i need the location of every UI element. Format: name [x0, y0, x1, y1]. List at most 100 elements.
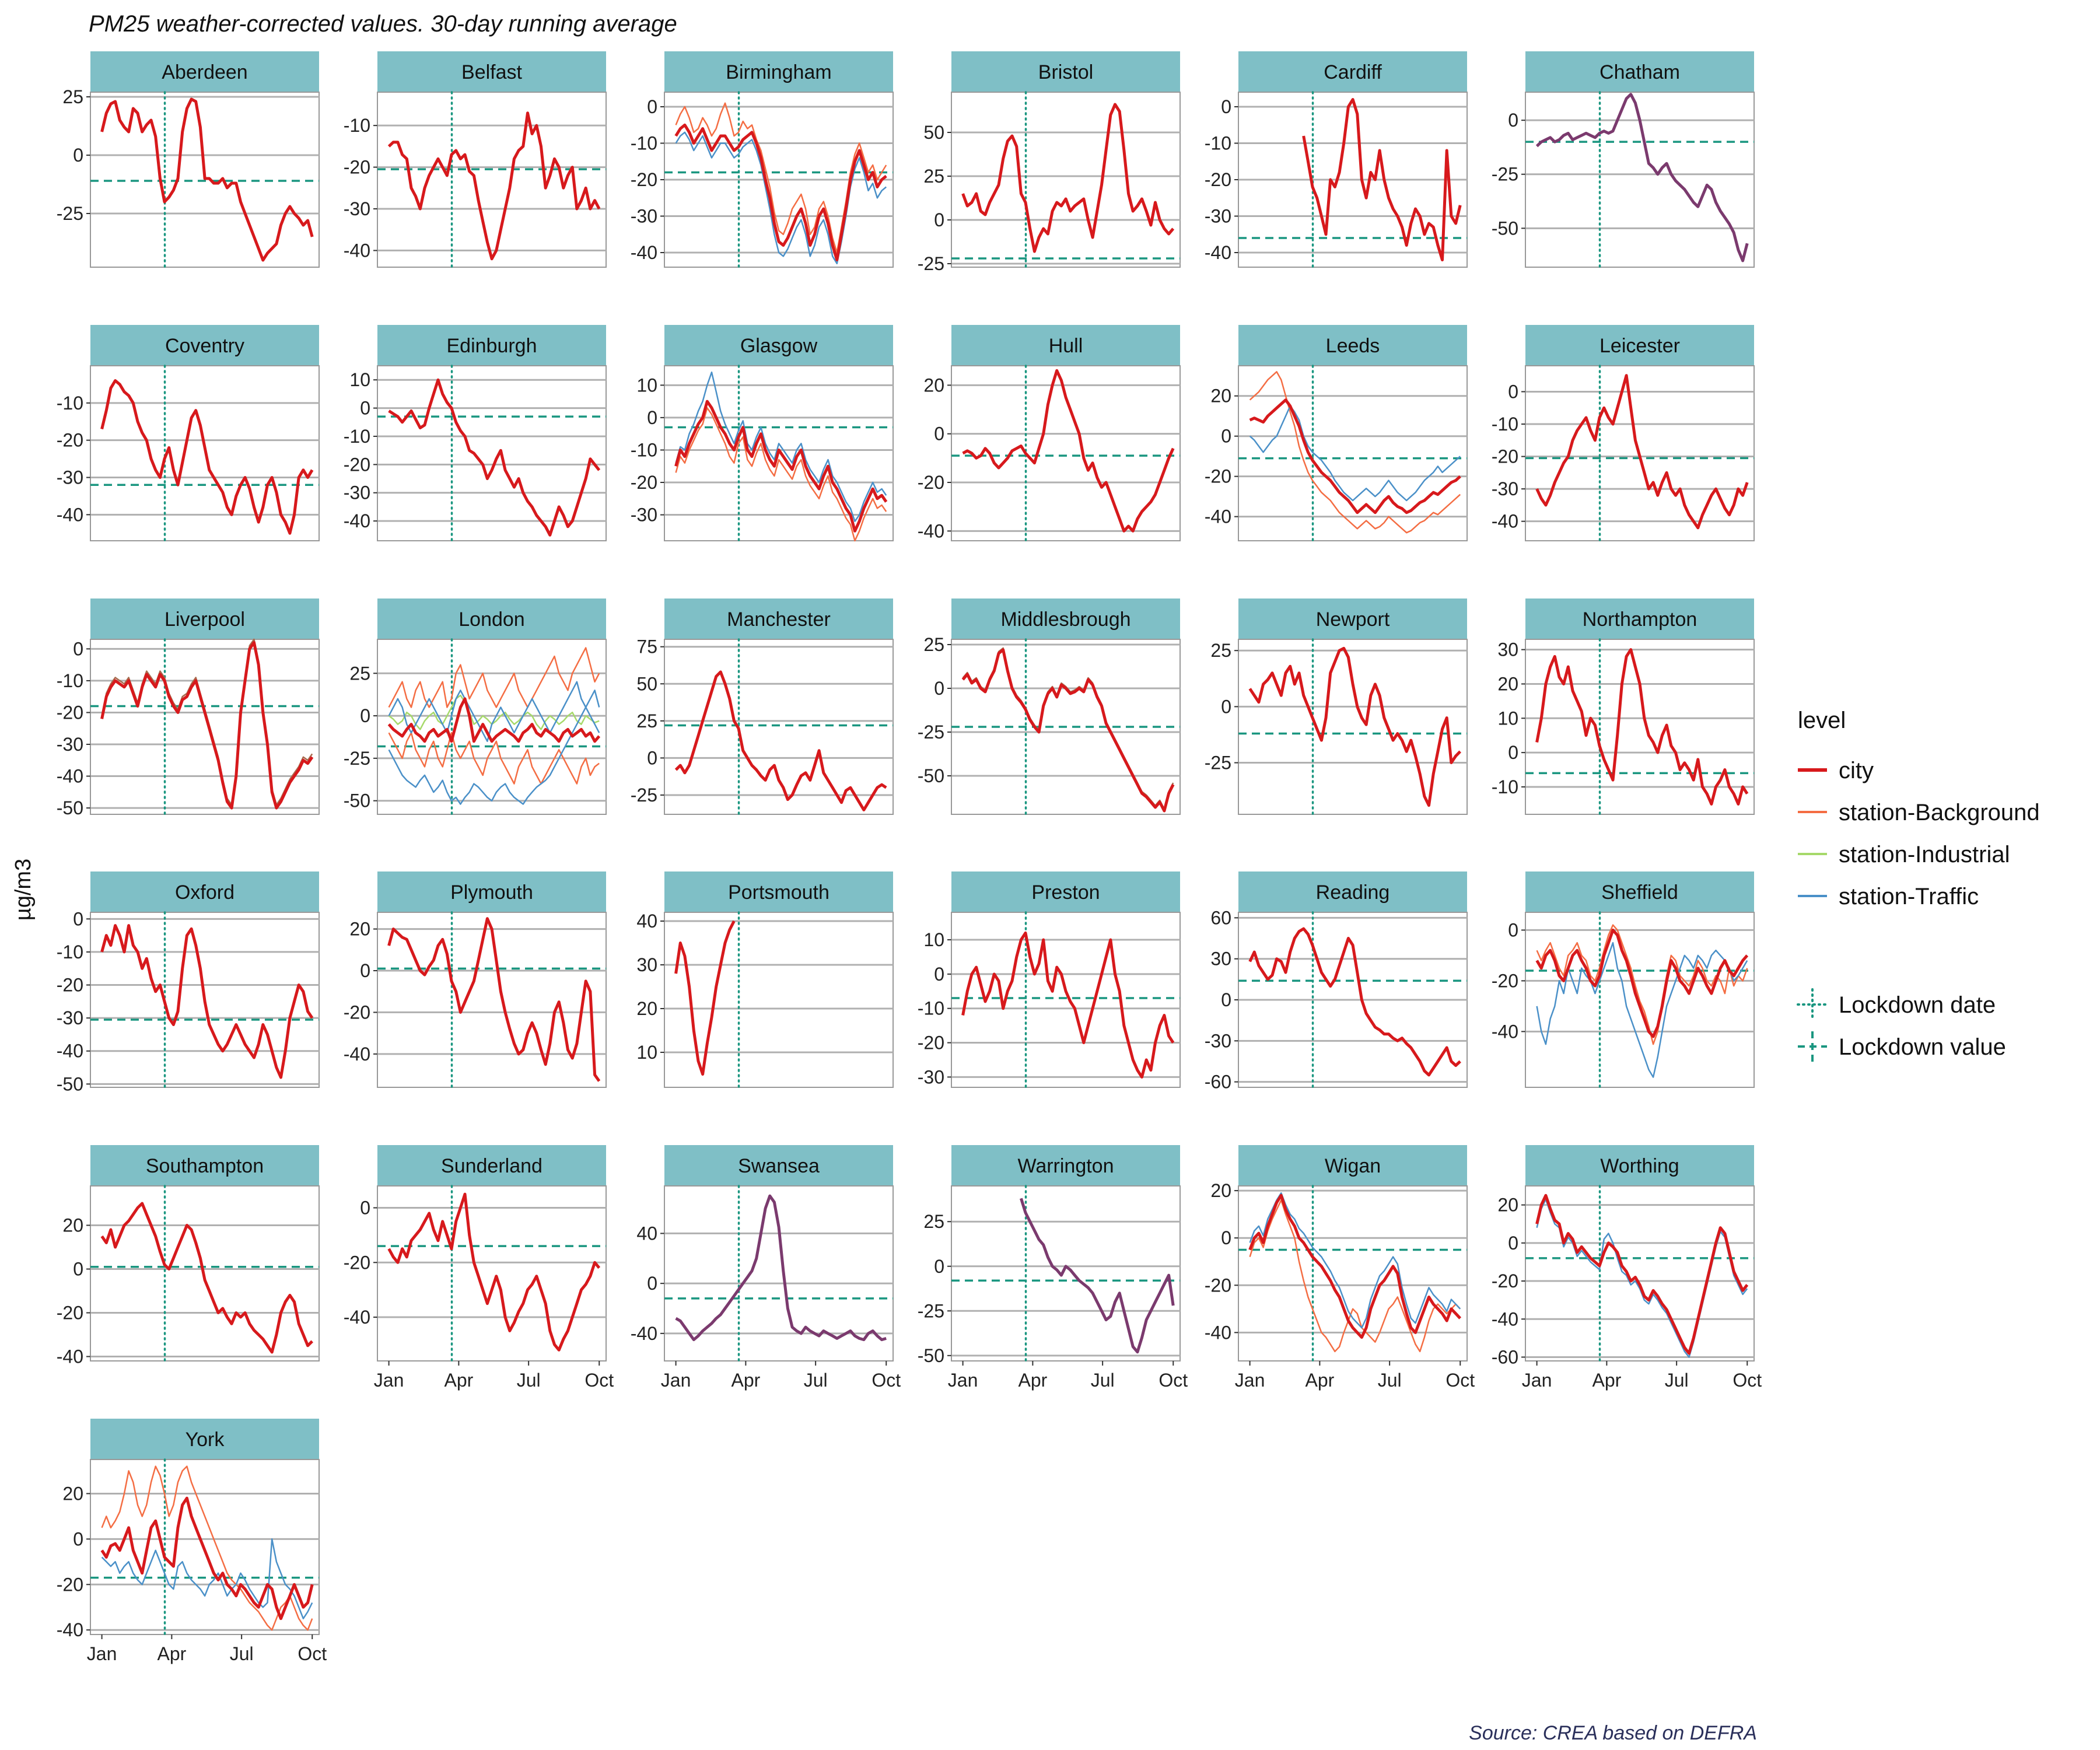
x-tick-label: Oct: [872, 1370, 901, 1391]
facet-reading: Reading 60 30 0 -30 -60: [1205, 872, 1468, 1093]
facet-edinburgh: Edinburgh 10 0 -10 -20 -30 -40: [344, 325, 607, 542]
y-tick-label: 25: [923, 166, 944, 187]
series-line-station-Industrial: [388, 694, 600, 730]
x-tick-label: Apr: [1018, 1370, 1047, 1391]
y-tick-label: -40: [57, 1346, 83, 1367]
facet-belfast: Belfast -10 -20 -30 -40: [344, 51, 607, 268]
facet-leeds: Leeds 20 0 -20 -40: [1205, 325, 1468, 542]
facet-strip: [1238, 325, 1467, 366]
y-tick-label: 75: [636, 636, 657, 657]
series-line-city: [962, 369, 1175, 533]
y-tick-label: -50: [57, 1073, 83, 1094]
facet-coventry: Coventry -10 -20 -30 -40: [57, 325, 320, 542]
y-tick-label: -10: [344, 426, 370, 447]
facet-wigan: Wigan 20 0 -20 -40 Jan Apr Jul Oct: [1205, 1145, 1475, 1391]
facet-title: Worthing: [1600, 1155, 1679, 1177]
y-tick-label: -10: [57, 942, 83, 963]
y-tick-label: -20: [57, 430, 83, 451]
facet-title: Bristol: [1038, 61, 1093, 83]
facet-hull: Hull 20 0 -20 -40: [918, 325, 1181, 542]
y-tick-label: -40: [344, 1044, 370, 1065]
legend-label: Lockdown value: [1839, 1034, 2006, 1060]
series-line-city: [1302, 98, 1462, 261]
y-tick-label: -30: [344, 198, 370, 219]
y-tick-label: 0: [934, 964, 944, 985]
facet-title: Preston: [1031, 881, 1100, 904]
x-tick-label: Oct: [1158, 1370, 1188, 1391]
facet-strip: [951, 325, 1180, 366]
series-line-city: [1248, 1194, 1462, 1339]
y-tick-label: -25: [1205, 752, 1231, 774]
y-tick-label: -10: [1492, 776, 1518, 797]
y-tick-label: -10: [57, 393, 83, 414]
y-tick-label: -40: [1205, 242, 1231, 263]
y-tick-label: -30: [631, 206, 657, 227]
series-line-city: [961, 648, 1175, 813]
legend-label: city: [1839, 758, 1874, 783]
facet-london: London 25 0 -25 -50: [344, 598, 607, 816]
y-tick-label: -20: [1492, 970, 1518, 991]
y-tick-label: 0: [1221, 989, 1231, 1010]
y-tick-label: -20: [344, 157, 370, 178]
facet-strip: [951, 1145, 1180, 1186]
y-tick-label: -20: [1492, 1270, 1518, 1292]
facet-oxford: Oxford 0 -10 -20 -30 -40 -50: [57, 872, 320, 1094]
series-line-city: [1535, 374, 1749, 530]
series-line-city: [1248, 927, 1461, 1077]
legend-label: Lockdown date: [1839, 992, 1996, 1018]
y-tick-label: 25: [923, 634, 944, 655]
y-tick-label: -50: [1492, 218, 1518, 239]
y-tick-label: -25: [918, 253, 944, 274]
series-line-station-Traffic: [1536, 942, 1748, 1078]
facet-strip: [90, 325, 319, 366]
facet-northampton: Northampton 30 20 10 0 -10: [1492, 598, 1755, 816]
y-tick-label: 20: [1210, 386, 1231, 407]
y-tick-label: 0: [934, 209, 944, 230]
facet-title: Sheffield: [1601, 881, 1678, 904]
y-tick-label: -40: [918, 520, 944, 541]
y-tick-label: -25: [57, 203, 83, 224]
series-line-city: [961, 931, 1175, 1079]
facet-title: Middlesbrough: [1000, 608, 1130, 631]
series-line-city: [387, 917, 601, 1082]
y-tick-label: -40: [344, 240, 370, 261]
y-tick-label: 25: [62, 86, 83, 107]
facet-strip: [664, 51, 893, 92]
y-tick-label: -10: [631, 439, 657, 460]
y-tick-label: 10: [349, 369, 370, 390]
y-tick-label: -30: [1205, 1030, 1231, 1051]
facet-swansea: Swansea 40 0 -40 Jan Apr Jul Oct: [631, 1145, 901, 1391]
y-tick-label: 0: [73, 1528, 83, 1549]
series-line-city: [100, 924, 314, 1079]
panel-frame: [1238, 365, 1468, 541]
y-tick-label: -50: [57, 797, 83, 818]
facet-strip: [1525, 51, 1754, 92]
y-tick-label: -20: [344, 1002, 370, 1023]
y-tick-label: -40: [1492, 511, 1518, 532]
y-tick-label: 25: [1210, 640, 1231, 661]
y-tick-label: -25: [918, 722, 944, 743]
x-tick-label: Jan: [661, 1370, 691, 1391]
y-tick-label: 30: [636, 954, 657, 975]
facet-strip: [1525, 872, 1754, 912]
y-tick-label: 30: [1210, 949, 1231, 970]
facet-strip: [951, 51, 1180, 92]
series-line-station-Background: [388, 732, 600, 785]
facet-title: Reading: [1316, 881, 1390, 904]
y-tick-label: -30: [1205, 206, 1231, 227]
facet-strip: [664, 598, 893, 639]
facet-title: Oxford: [175, 881, 235, 904]
facet-strip: [377, 51, 606, 92]
y-tick-label: 20: [636, 998, 657, 1019]
series-line-station-Background: [675, 102, 887, 254]
facet-title: London: [459, 608, 524, 631]
y-tick-label: 10: [636, 374, 657, 396]
y-tick-label: -40: [631, 242, 657, 263]
series-line-station-Background: [1249, 1199, 1461, 1353]
x-tick-label: Jan: [374, 1370, 404, 1391]
x-tick-label: Jul: [1665, 1370, 1689, 1391]
y-tick-label: -40: [57, 1619, 83, 1640]
facet-strip: [664, 325, 893, 366]
facet-title: Edinburgh: [446, 335, 537, 357]
